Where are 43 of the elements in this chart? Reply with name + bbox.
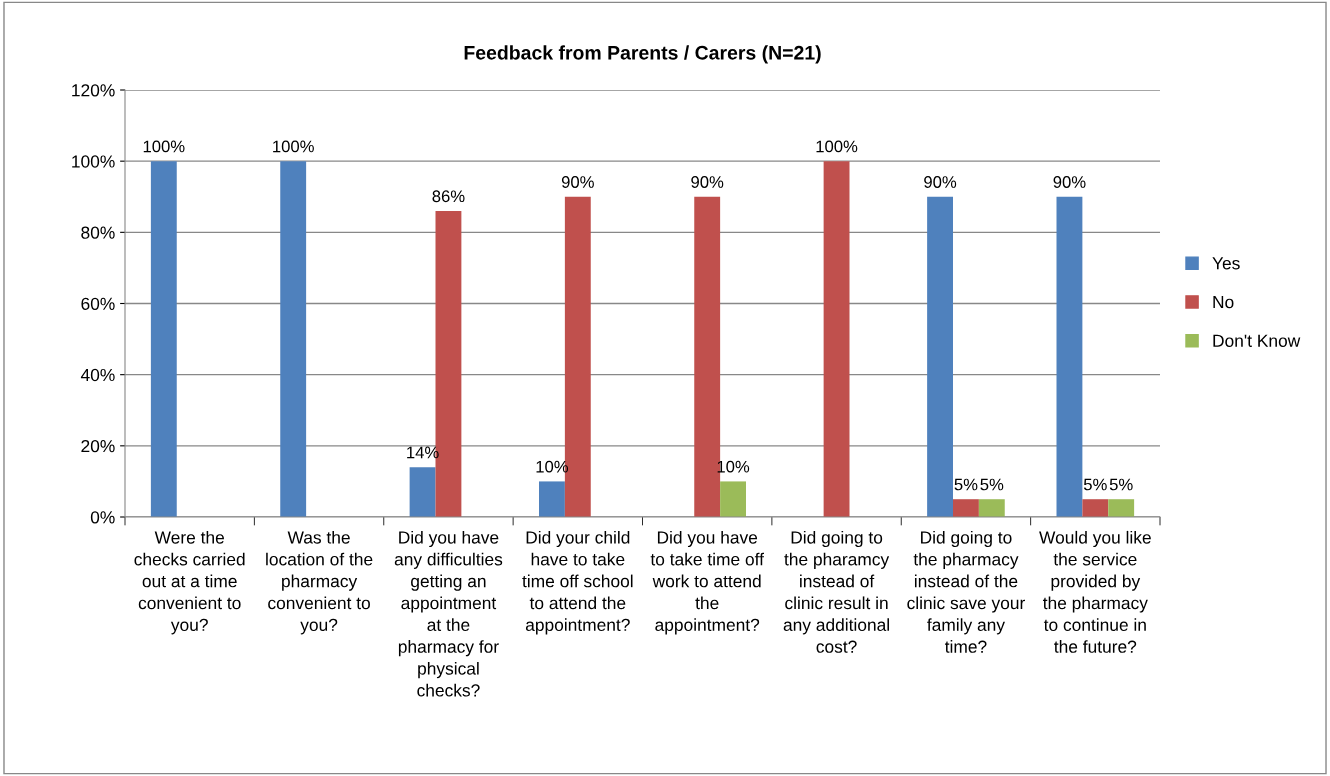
x-tick-label: Did going to the pharamcy instead of clinic result in any additional cost? xyxy=(783,530,890,653)
data-label: 100% xyxy=(816,140,858,153)
data-label: 5% xyxy=(1109,478,1133,491)
data-label: 90% xyxy=(561,176,594,188)
y-tick-label: 40% xyxy=(80,368,115,382)
bar xyxy=(539,481,565,517)
bar xyxy=(409,467,436,517)
data-label: 100% xyxy=(143,140,185,153)
x-tick-label: Did you have any difficulties getting an appointment at the pharmacy for physical checks? xyxy=(394,530,503,697)
data-label: 90% xyxy=(691,176,724,188)
data-label: 5% xyxy=(1083,478,1107,491)
data-label: 90% xyxy=(924,176,957,188)
bar xyxy=(1056,196,1083,517)
data-label: 100% xyxy=(273,140,314,153)
x-tick-label: Would you like the service provided by the pharmacy to continue in the future? xyxy=(1039,530,1151,653)
bar xyxy=(927,196,953,517)
x-tick-label: Did going to the pharmacy instead of the clinic save your family any time? xyxy=(907,530,1025,653)
y-tick-label: 20% xyxy=(81,440,115,453)
bar xyxy=(280,161,307,517)
data-label: 5% xyxy=(954,478,978,491)
legend-label: No xyxy=(1213,296,1234,309)
bar xyxy=(720,481,746,517)
data-label: 90% xyxy=(1053,176,1086,188)
bar xyxy=(953,499,979,517)
bar xyxy=(150,161,177,517)
bar xyxy=(978,499,1005,517)
y-tick-label: 60% xyxy=(81,297,115,310)
chart-title: Feedback from Parents / Carers (N=21) xyxy=(464,45,821,64)
y-tick-label: 100% xyxy=(72,155,115,168)
bar xyxy=(823,161,850,517)
y-tick-label: 120% xyxy=(72,84,115,97)
x-tick-label: Were the checks carried out at a time convenient to you? xyxy=(134,530,245,635)
data-label: 5% xyxy=(980,478,1004,491)
bar xyxy=(1082,499,1109,517)
legend-label: Don't Know xyxy=(1213,334,1301,347)
y-tick-label: 0% xyxy=(90,511,115,524)
x-tick-label: Did your child have to take time off school to attend the appointment? xyxy=(522,530,633,635)
y-tick-label: 80% xyxy=(81,226,115,239)
bar xyxy=(1108,499,1135,517)
x-tick-label: Did you have to take time off work to attend the appointment? xyxy=(650,530,764,635)
x-tick-label: Was the location of the pharmacy convenient to you? xyxy=(266,530,373,635)
data-label: 86% xyxy=(432,190,465,203)
legend-label: Yes xyxy=(1212,257,1240,270)
